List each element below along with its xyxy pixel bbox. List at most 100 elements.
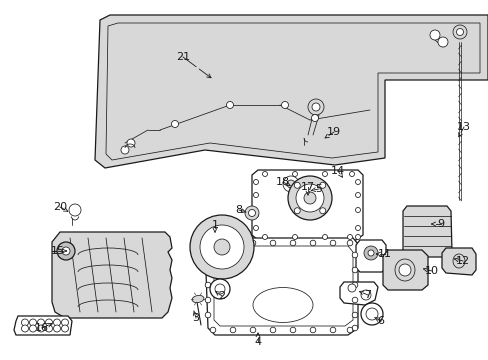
Text: 8: 8 <box>235 205 242 215</box>
Polygon shape <box>14 316 72 335</box>
Text: 10: 10 <box>424 266 438 276</box>
Circle shape <box>295 184 324 212</box>
Circle shape <box>351 267 357 273</box>
Circle shape <box>209 279 229 299</box>
Circle shape <box>355 180 360 184</box>
Text: 20: 20 <box>53 202 67 212</box>
Circle shape <box>346 327 352 333</box>
Circle shape <box>349 171 354 176</box>
Text: 9: 9 <box>437 219 444 229</box>
Circle shape <box>309 240 315 246</box>
Circle shape <box>346 240 352 246</box>
Circle shape <box>367 250 373 256</box>
Text: 5: 5 <box>315 184 322 194</box>
Text: 1: 1 <box>211 220 218 230</box>
Circle shape <box>292 234 297 239</box>
Circle shape <box>351 282 357 288</box>
Circle shape <box>456 28 463 36</box>
Circle shape <box>171 121 178 127</box>
Circle shape <box>355 193 360 198</box>
Polygon shape <box>214 246 352 326</box>
Circle shape <box>200 225 244 269</box>
Circle shape <box>121 146 129 154</box>
Circle shape <box>214 239 229 255</box>
Text: 18: 18 <box>275 177 289 187</box>
Circle shape <box>253 180 258 184</box>
Circle shape <box>360 290 370 300</box>
Circle shape <box>226 102 233 108</box>
Circle shape <box>205 267 210 273</box>
Circle shape <box>253 193 258 198</box>
Circle shape <box>304 192 315 204</box>
Circle shape <box>292 171 297 176</box>
Circle shape <box>363 246 377 260</box>
Polygon shape <box>52 232 172 318</box>
Text: 13: 13 <box>456 122 470 132</box>
Circle shape <box>355 207 360 212</box>
Circle shape <box>250 327 255 333</box>
Circle shape <box>309 327 315 333</box>
Circle shape <box>127 139 135 147</box>
Circle shape <box>351 325 357 331</box>
Circle shape <box>311 114 318 122</box>
Circle shape <box>360 303 382 325</box>
Text: 7: 7 <box>364 290 371 300</box>
Circle shape <box>253 225 258 230</box>
Circle shape <box>307 99 324 115</box>
Circle shape <box>205 312 210 318</box>
Circle shape <box>250 240 255 246</box>
Polygon shape <box>382 250 427 290</box>
Circle shape <box>351 252 357 258</box>
Polygon shape <box>339 282 377 305</box>
Circle shape <box>29 319 37 326</box>
Circle shape <box>287 176 331 220</box>
Circle shape <box>53 319 61 326</box>
Circle shape <box>38 319 44 326</box>
Circle shape <box>205 252 210 258</box>
Text: 16: 16 <box>35 323 49 333</box>
Polygon shape <box>441 248 475 275</box>
Circle shape <box>322 234 327 239</box>
Circle shape <box>351 297 357 303</box>
Circle shape <box>294 182 300 188</box>
Circle shape <box>230 327 235 333</box>
Circle shape <box>21 325 28 332</box>
Text: 17: 17 <box>300 182 314 192</box>
Polygon shape <box>95 15 487 168</box>
Circle shape <box>294 208 300 214</box>
Circle shape <box>190 215 253 279</box>
Circle shape <box>61 319 68 326</box>
Circle shape <box>205 297 210 303</box>
Circle shape <box>29 325 37 332</box>
Circle shape <box>62 247 70 255</box>
Circle shape <box>365 308 377 320</box>
Text: 15: 15 <box>51 246 65 256</box>
Circle shape <box>311 103 319 111</box>
Text: 14: 14 <box>330 166 345 176</box>
Circle shape <box>53 325 61 332</box>
Circle shape <box>429 30 439 40</box>
Circle shape <box>230 240 235 246</box>
Circle shape <box>244 206 259 220</box>
Circle shape <box>45 325 52 332</box>
Circle shape <box>452 25 466 39</box>
Circle shape <box>289 327 295 333</box>
Text: 12: 12 <box>455 256 469 266</box>
Text: 4: 4 <box>254 337 261 347</box>
Circle shape <box>329 327 335 333</box>
Circle shape <box>21 319 28 326</box>
Text: 11: 11 <box>377 249 391 259</box>
Circle shape <box>286 180 294 188</box>
Circle shape <box>289 240 295 246</box>
Circle shape <box>281 102 288 108</box>
Circle shape <box>57 242 75 260</box>
Polygon shape <box>204 238 357 335</box>
Polygon shape <box>251 170 362 240</box>
Circle shape <box>61 325 68 332</box>
Polygon shape <box>355 240 385 272</box>
Circle shape <box>210 327 215 333</box>
Circle shape <box>215 284 224 294</box>
Text: 6: 6 <box>377 316 384 326</box>
Circle shape <box>69 204 81 216</box>
Ellipse shape <box>252 288 312 323</box>
